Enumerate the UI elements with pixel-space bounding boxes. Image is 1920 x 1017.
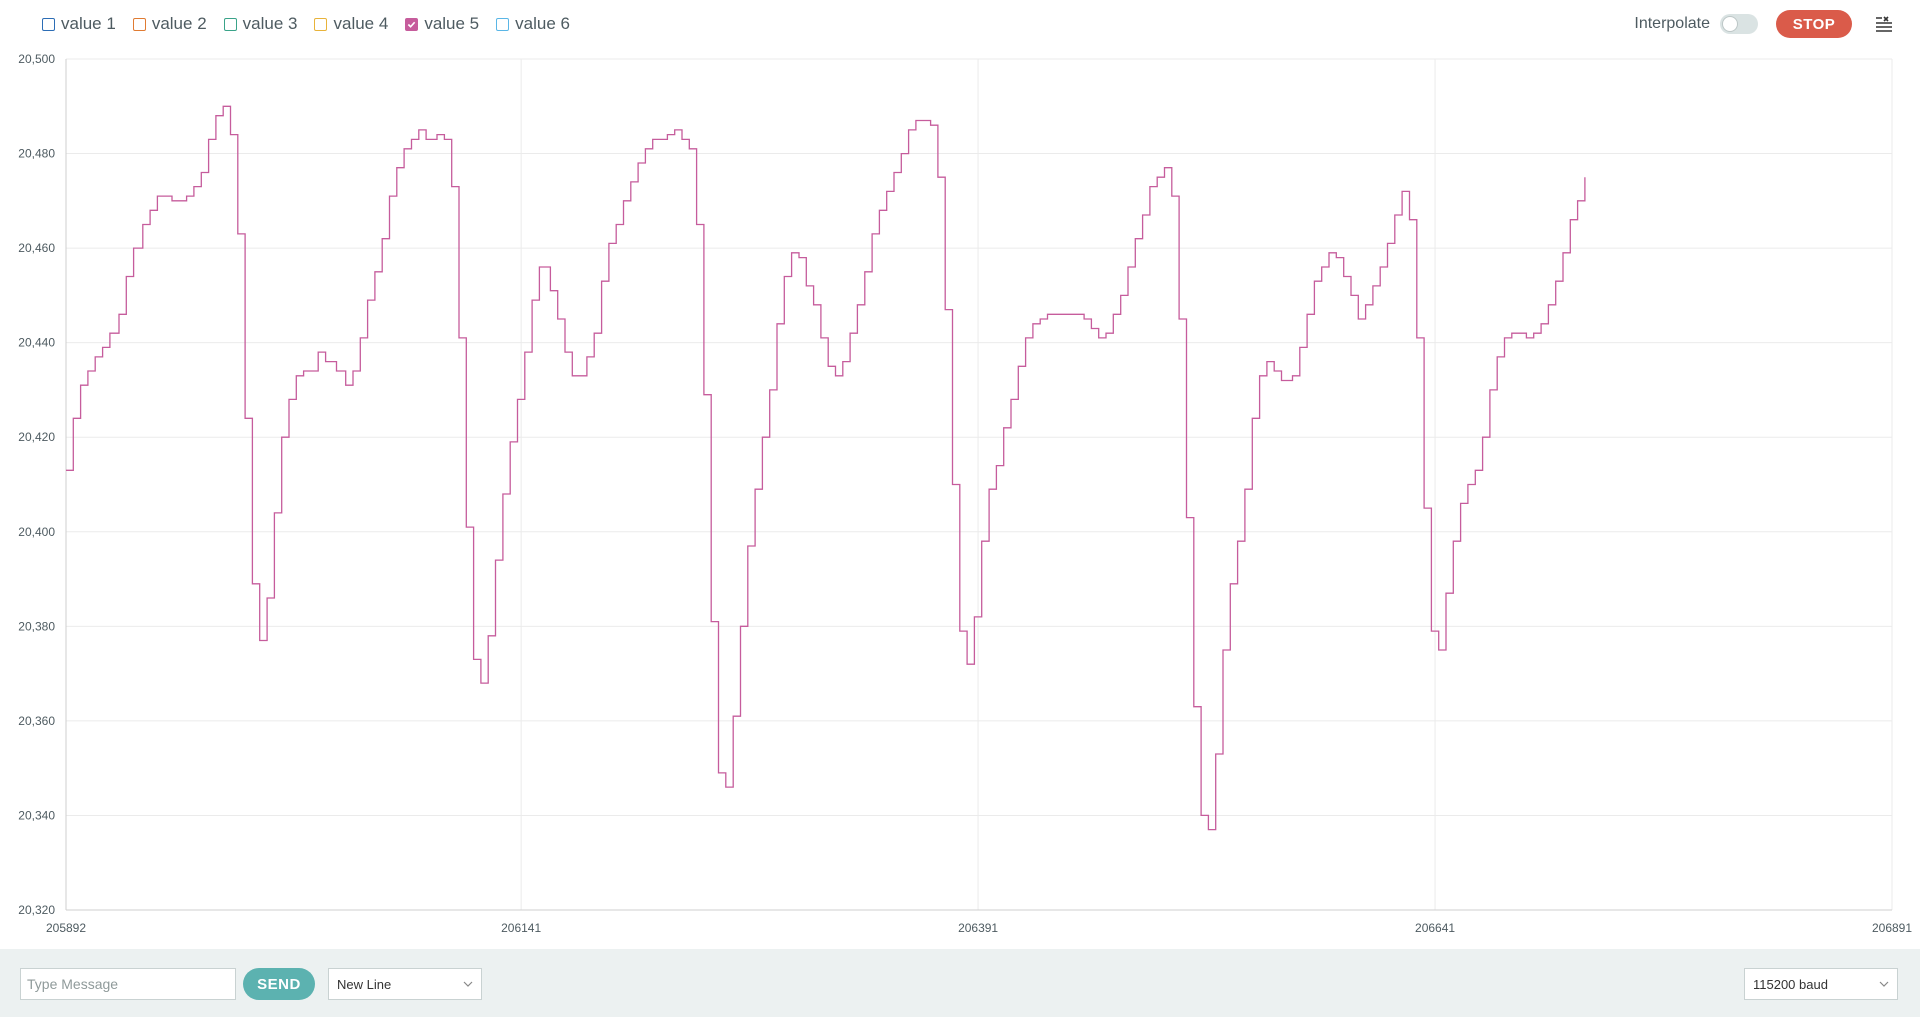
- y-tick-label: 20,380: [18, 619, 55, 633]
- x-tick-label: 206891: [1872, 921, 1912, 935]
- x-tick-label: 206641: [1415, 921, 1455, 935]
- series-checkbox[interactable]: [405, 17, 419, 31]
- x-tick-label: 205892: [46, 921, 86, 935]
- legend-item-value-4[interactable]: value 4: [314, 14, 388, 34]
- legend-label: value 1: [61, 14, 116, 33]
- plot-controls: Interpolate STOP: [1634, 10, 1894, 38]
- legend-label: value 3: [242, 14, 298, 33]
- message-input[interactable]: [20, 968, 236, 1000]
- legend-label: value 2: [151, 14, 207, 33]
- y-tick-label: 20,360: [18, 714, 55, 728]
- series-checkbox[interactable]: [223, 17, 237, 31]
- legend-label: value 6: [515, 14, 570, 33]
- legend-item-value-3[interactable]: value 3: [223, 14, 298, 34]
- toolbar: value 1 value 2 value 3 value 4 value 5 value…: [0, 0, 1920, 50]
- serial-send-bar: SEND New Line 115200 baud: [0, 949, 1920, 1017]
- line-ending-value: New Line: [337, 976, 392, 992]
- series-checkbox[interactable]: [132, 17, 146, 31]
- interpolate-label: Interpolate: [1634, 15, 1710, 32]
- y-tick-label: 20,500: [18, 52, 55, 66]
- y-tick-label: 20,320: [18, 903, 55, 917]
- baud-rate-select[interactable]: 115200 baud: [1744, 968, 1898, 1000]
- toggle-knob: [1722, 16, 1738, 32]
- interpolate-toggle[interactable]: [1720, 14, 1758, 34]
- legend-label: value 5: [424, 14, 480, 33]
- legend-item-value-5[interactable]: value 5: [405, 14, 479, 34]
- y-tick-label: 20,340: [18, 808, 55, 822]
- stop-button[interactable]: STOP: [1776, 10, 1852, 38]
- series-checkbox[interactable]: [314, 17, 328, 31]
- series-line-value-5: [66, 105, 1586, 831]
- legend-item-value-6[interactable]: value 6: [496, 14, 570, 34]
- y-tick-label: 20,400: [18, 525, 55, 539]
- baud-rate-value: 115200 baud: [1753, 976, 1828, 992]
- series-checkbox[interactable]: [496, 17, 510, 31]
- y-tick-label: 20,480: [18, 147, 55, 161]
- send-button[interactable]: SEND: [243, 968, 315, 1000]
- legend-item-value-1[interactable]: value 1: [42, 14, 116, 34]
- legend-item-value-2[interactable]: value 2: [132, 14, 207, 34]
- line-ending-select[interactable]: New Line: [328, 968, 482, 1000]
- series-checkbox[interactable]: [42, 17, 55, 31]
- x-tick-label: 206391: [958, 921, 998, 935]
- y-tick-label: 20,460: [18, 241, 55, 255]
- clear-list-icon[interactable]: [1874, 14, 1894, 34]
- chevron-down-icon: [463, 981, 473, 987]
- serial-plot-chart: 20,320 20,340 20,360 20,380 20,400 20,420 20,4…: [18, 52, 1912, 935]
- x-tick-label: 206141: [501, 921, 541, 935]
- y-tick-label: 20,420: [18, 430, 55, 444]
- series-legend: value 1 value 2 value 3 value 4 value 5 value…: [42, 14, 587, 34]
- chevron-down-icon: [1879, 981, 1889, 987]
- y-tick-label: 20,440: [18, 336, 55, 350]
- legend-label: value 4: [333, 14, 389, 33]
